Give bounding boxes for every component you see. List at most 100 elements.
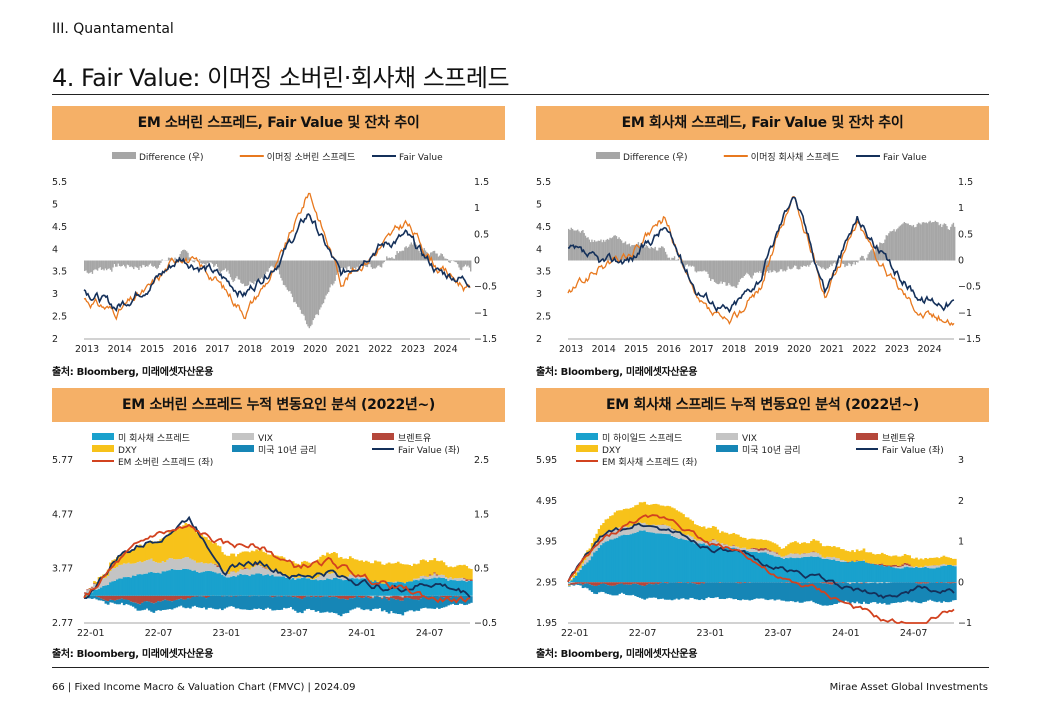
factor-bar: [723, 544, 726, 548]
factor-bar: [828, 546, 832, 557]
factor-bar: [310, 597, 313, 611]
factor-bar: [613, 512, 617, 529]
em-spread-line: [83, 523, 471, 604]
difference-bar: [948, 229, 951, 261]
difference-bar: [846, 260, 849, 266]
factor-bar: [433, 577, 437, 596]
factor-bar: [305, 561, 309, 578]
factor-bar: [689, 540, 692, 583]
y-left-tick-label: 3: [536, 289, 542, 300]
factor-bar: [134, 602, 137, 609]
factor-bar: [440, 577, 443, 596]
factor-bar: [574, 575, 578, 583]
factor-bar: [924, 582, 927, 584]
difference-bar: [784, 260, 787, 272]
factor-bar: [161, 571, 165, 596]
factor-bar: [819, 582, 822, 605]
difference-bar: [448, 260, 450, 263]
factor-bar: [741, 582, 745, 600]
difference-bar: [845, 260, 847, 266]
factor-bar: [355, 595, 359, 608]
factor-bar: [376, 561, 380, 582]
factor-bar: [348, 598, 352, 611]
factor-bar: [615, 510, 619, 529]
factor-bar: [755, 582, 758, 599]
difference-bar: [116, 260, 118, 267]
factor-bar: [291, 575, 295, 579]
factor-bar: [205, 563, 208, 572]
factor-bar: [266, 554, 270, 570]
factor-bar: [177, 595, 181, 600]
x-tick-label: 2021: [336, 344, 360, 355]
factor-bar: [296, 563, 300, 578]
factor-bar: [463, 564, 466, 579]
legend-swatch: [576, 445, 598, 452]
factor-bar: [332, 572, 336, 578]
difference-bar: [628, 243, 631, 261]
factor-bar: [718, 532, 722, 544]
factor-bar: [679, 538, 683, 583]
difference-bar: [651, 247, 654, 261]
factor-bar: [755, 551, 758, 583]
difference-bar: [353, 260, 356, 269]
difference-bar: [246, 260, 249, 286]
difference-bar: [627, 244, 629, 261]
difference-bar: [134, 260, 136, 267]
difference-bar: [99, 260, 101, 268]
difference-bar: [583, 233, 585, 261]
factor-bar: [269, 554, 272, 571]
factor-bar: [189, 598, 192, 609]
factor-bar: [259, 565, 263, 574]
factor-bar: [298, 564, 302, 578]
factor-bar: [168, 600, 172, 610]
factor-bar: [684, 582, 688, 600]
factor-bar: [876, 554, 880, 565]
factor-bar: [572, 582, 576, 585]
factor-bar: [246, 568, 249, 575]
factor-bar: [109, 582, 112, 596]
factor-bar: [147, 572, 151, 596]
difference-bar: [859, 257, 862, 261]
factor-bar: [428, 560, 432, 575]
y-left-tick-label: 2.77: [52, 618, 73, 629]
factor-bar: [227, 577, 231, 596]
factor-bar: [691, 582, 695, 584]
factor-bar: [225, 577, 229, 596]
factor-bar: [406, 596, 409, 598]
difference-bar: [281, 260, 283, 281]
difference-bar: [183, 249, 185, 261]
difference-bar: [712, 260, 714, 280]
factor-bar: [296, 577, 300, 579]
factor-bar: [871, 553, 875, 564]
difference-bar: [791, 260, 793, 269]
factor-bar: [663, 506, 667, 525]
factor-bar: [691, 536, 695, 542]
factor-bar: [182, 599, 185, 608]
factor-bar: [673, 536, 676, 583]
legend-label: 미 하이일드 스프레드: [602, 433, 682, 444]
factor-bar: [282, 557, 286, 574]
factor-bar: [922, 582, 925, 584]
factor-bar: [360, 560, 364, 577]
factor-bar: [682, 534, 685, 540]
difference-bar: [417, 248, 419, 261]
difference-bar: [304, 260, 307, 321]
difference-bar: [850, 260, 853, 267]
factor-bar: [826, 556, 829, 559]
difference-bar: [158, 260, 161, 265]
factor-bar: [259, 573, 263, 596]
factor-bar: [435, 578, 439, 596]
difference-bar: [753, 260, 756, 273]
factor-bar: [892, 567, 896, 583]
factor-bar: [862, 548, 866, 560]
factor-bar: [195, 562, 199, 572]
factor-bar: [104, 577, 108, 586]
factor-bar: [951, 582, 955, 584]
difference-bar: [185, 251, 188, 261]
factor-bar: [894, 555, 898, 565]
factor-bar: [189, 595, 192, 599]
factor-bar: [291, 595, 295, 598]
factor-bar: [225, 595, 229, 608]
factor-bar: [590, 582, 594, 586]
factor-bar: [924, 583, 927, 602]
